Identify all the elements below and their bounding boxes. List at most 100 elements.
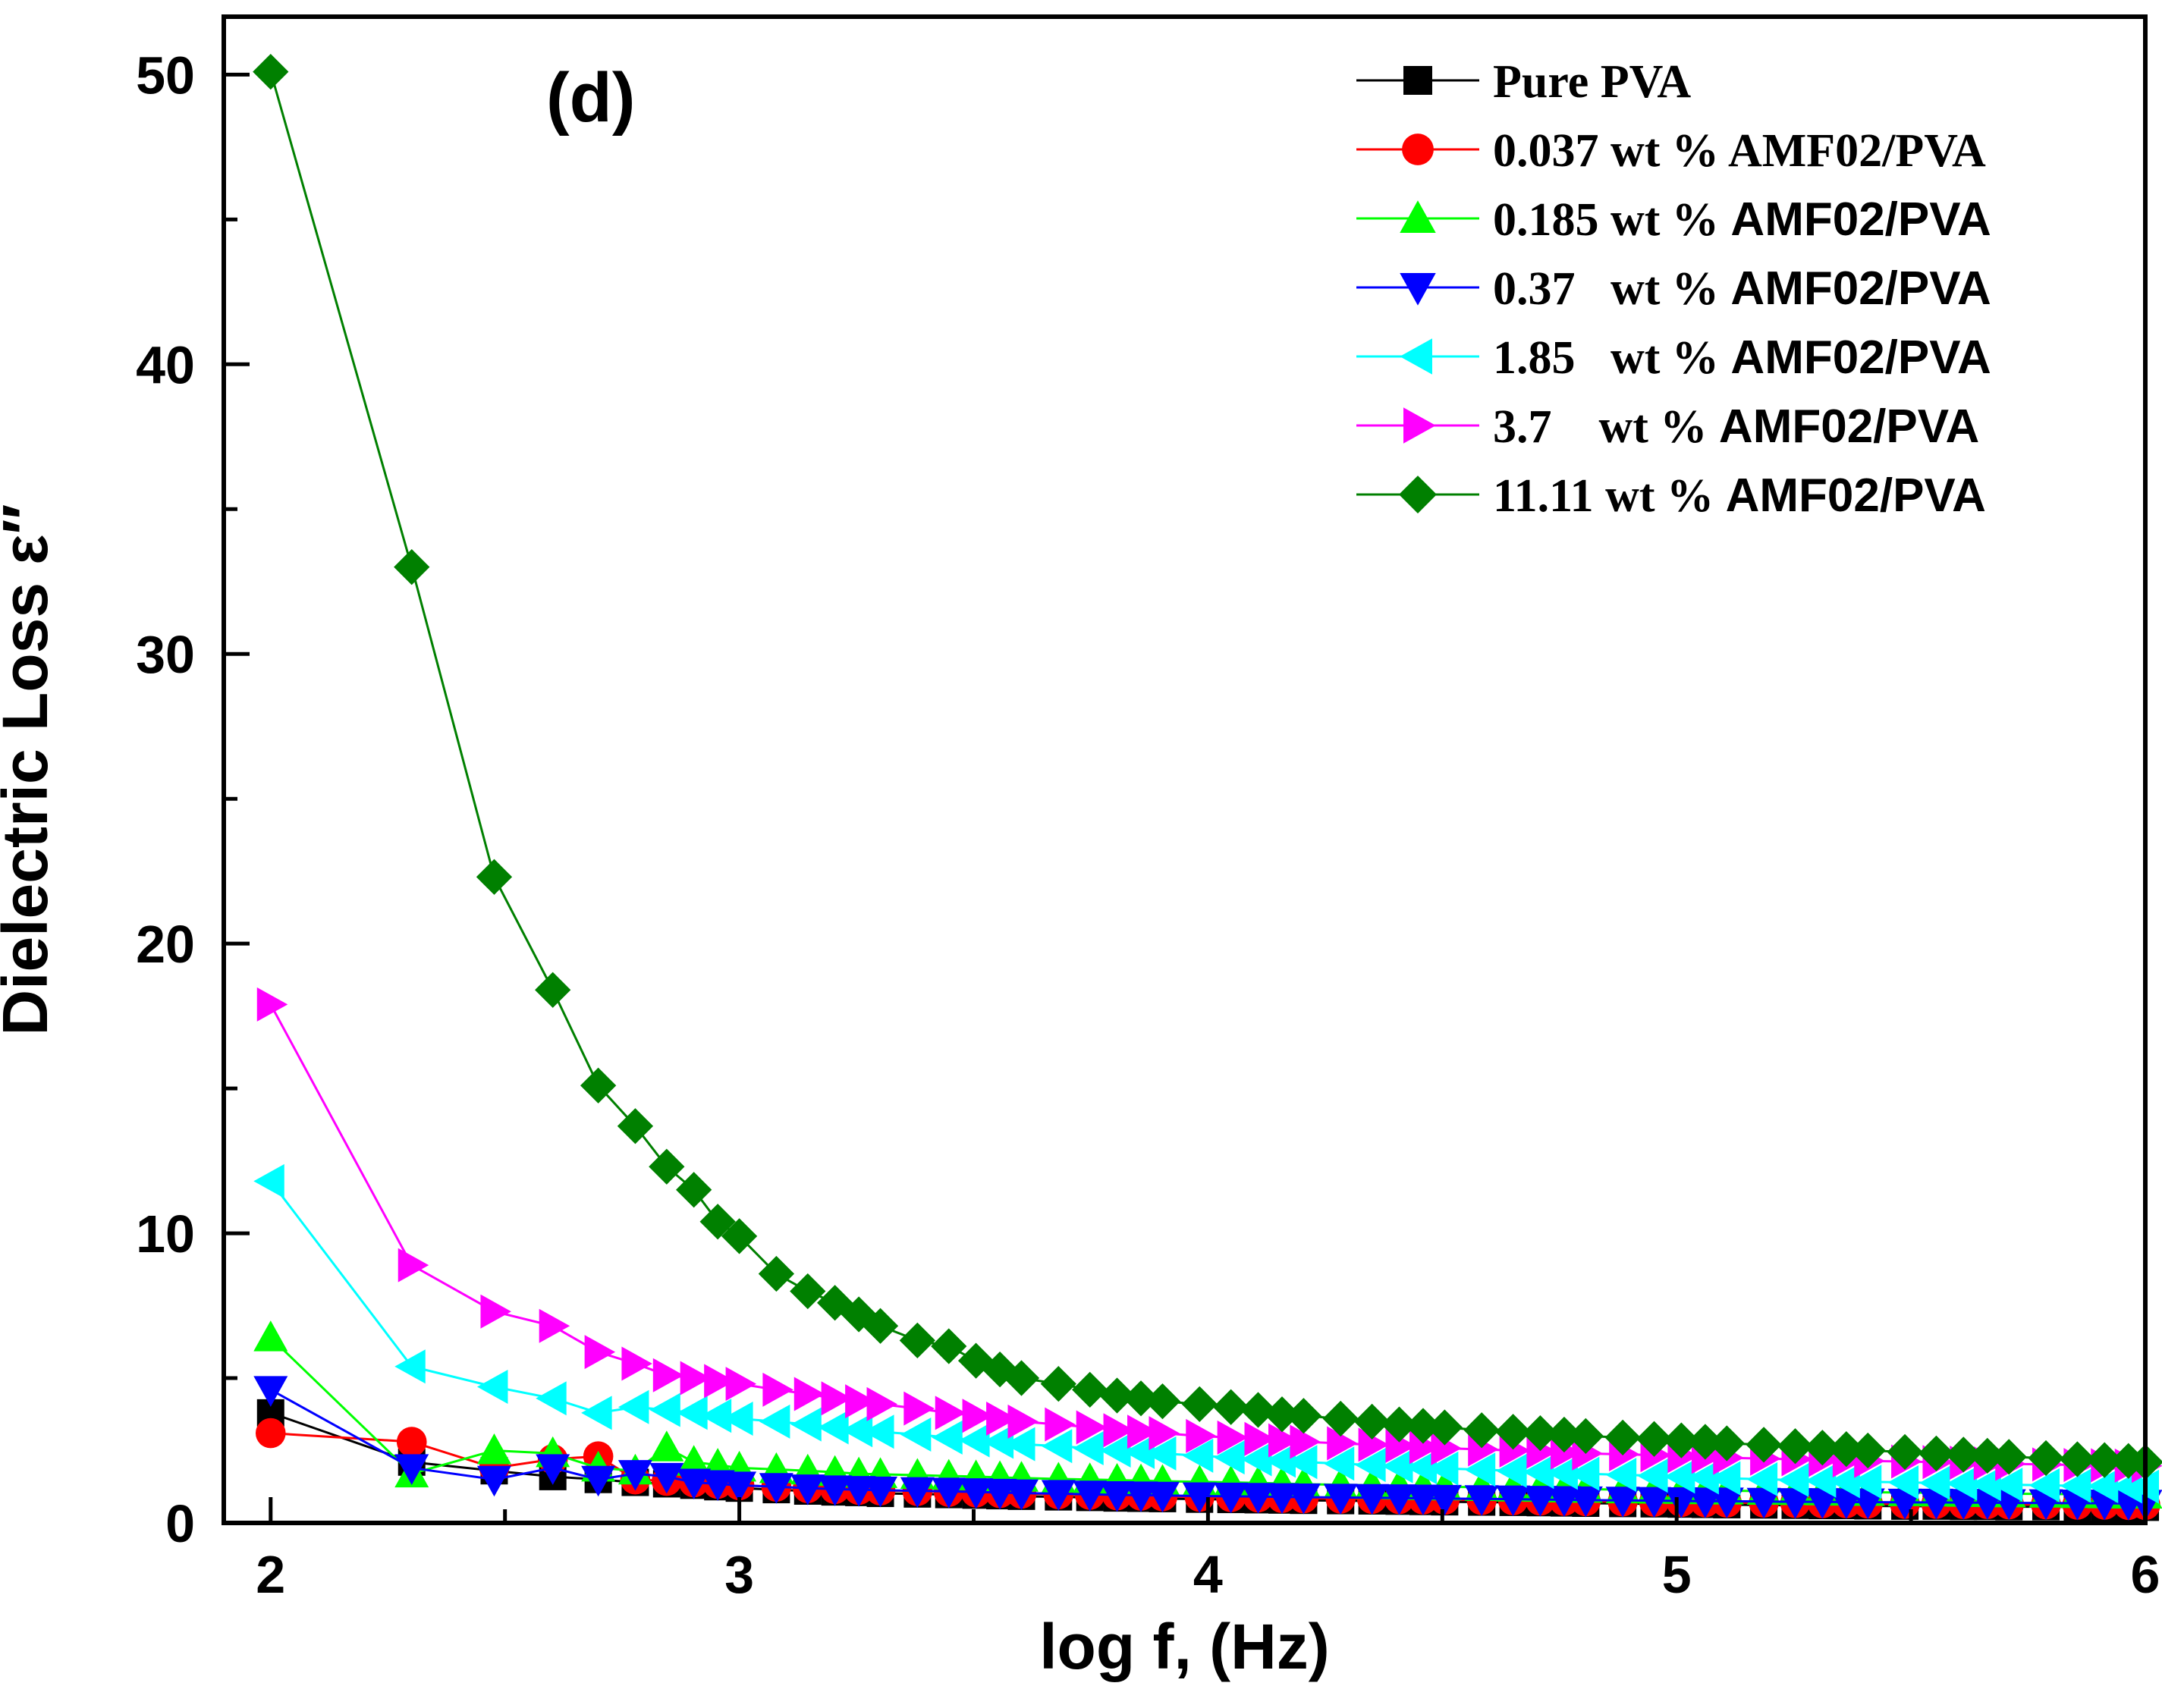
- data-point: [1149, 1416, 1180, 1451]
- data-point: [1381, 1406, 1418, 1443]
- data-point: [1777, 1428, 1814, 1465]
- data-point: [818, 1475, 853, 1506]
- data-point: [535, 972, 571, 1008]
- data-point: [2087, 1468, 2119, 1503]
- data-point: [762, 1372, 793, 1407]
- data-point: [845, 1384, 876, 1419]
- data-point: [1041, 1480, 1076, 1511]
- data-point: [721, 1218, 758, 1254]
- data-point: [1464, 1452, 1496, 1487]
- data-point: [1663, 1422, 1699, 1458]
- legend-item: 0.037 wt % AMF02/PVA: [1356, 125, 1986, 177]
- data-point: [617, 1108, 654, 1144]
- y-axis-title: Dielectric Loss ε″: [0, 504, 61, 1035]
- y-tick-label: 50: [136, 46, 195, 105]
- data-point: [1268, 1423, 1299, 1458]
- data-point: [1240, 1483, 1275, 1514]
- data-point: [1100, 1433, 1131, 1468]
- data-point: [1970, 1467, 2001, 1502]
- legend-label-suffix: AMF02/PVA: [1730, 331, 1991, 384]
- plot-frame: [222, 14, 2148, 1525]
- y-tick-label: 10: [136, 1204, 195, 1264]
- data-point: [1746, 1427, 1782, 1463]
- legend-label-prefix: 1.85 wt %: [1493, 332, 1730, 384]
- data-point: [677, 1396, 708, 1430]
- data-point: [1285, 1398, 1322, 1434]
- data-point: [1004, 1479, 1039, 1511]
- legend-marker: [1402, 133, 1434, 165]
- data-point: [1828, 1430, 1865, 1468]
- data-point: [903, 1391, 935, 1426]
- data-point: [2060, 1468, 2091, 1503]
- data-point: [1427, 1484, 1462, 1516]
- data-point: [1385, 1428, 1416, 1463]
- data-point: [1494, 1414, 1532, 1450]
- data-point: [539, 1308, 570, 1343]
- data-point: [1777, 1462, 1809, 1497]
- data-point: [899, 1322, 935, 1359]
- data-point: [704, 1364, 735, 1399]
- data-point: [1829, 1488, 1864, 1520]
- data-point: [1355, 1448, 1386, 1483]
- data-point: [1969, 1437, 2006, 1474]
- data-point: [2028, 1440, 2064, 1477]
- data-point: [1214, 1482, 1249, 1514]
- data-point: [1946, 1466, 1978, 1501]
- data-point: [1887, 1433, 1923, 1471]
- data-point: [935, 1396, 966, 1430]
- data-point: [758, 1255, 795, 1292]
- legend-item: 11.11 wt % AMF02/PVA: [1356, 469, 1986, 522]
- data-point: [1746, 1487, 1781, 1519]
- data-point: [2059, 1441, 2096, 1477]
- data-point: [1145, 1481, 1180, 1513]
- legend-label: 0.185 wt % AMF02/PVA: [1493, 193, 1991, 246]
- legend-label-suffix: AMF02/PVA: [1730, 262, 1991, 315]
- data-point: [1664, 1459, 1695, 1494]
- legend-label: 1.85 wt % AMF02/PVA: [1493, 331, 1991, 384]
- data-point: [866, 1386, 898, 1421]
- data-point: [1041, 1429, 1073, 1464]
- data-point: [536, 1381, 567, 1416]
- data-point: [1214, 1440, 1245, 1475]
- data-point: [1265, 1483, 1299, 1515]
- data-point: [1850, 1465, 1882, 1499]
- data-point: [394, 549, 430, 586]
- data-point: [725, 1367, 757, 1402]
- legend-marker: [1400, 200, 1436, 233]
- data-point: [863, 1476, 898, 1508]
- legend-label: 3.7 wt % AMF02/PVA: [1493, 400, 1979, 453]
- data-point: [1323, 1446, 1355, 1481]
- data-point: [1431, 1430, 1462, 1465]
- data-point: [476, 1465, 511, 1497]
- data-point: [900, 1418, 932, 1452]
- data-point: [1991, 1439, 2027, 1475]
- data-point: [1355, 1484, 1390, 1515]
- data-point: [1523, 1486, 1557, 1517]
- data-point: [1991, 1468, 2023, 1502]
- data-point: [1918, 1435, 1955, 1471]
- data-point: [1003, 1360, 1040, 1396]
- y-tick-label: 30: [136, 625, 195, 684]
- data-point: [722, 1402, 753, 1436]
- y-tick-label: 40: [136, 335, 195, 394]
- data-point: [790, 1474, 825, 1505]
- data-point: [617, 1389, 649, 1424]
- data-point: [476, 1433, 511, 1465]
- data-point: [580, 1067, 617, 1104]
- data-point: [476, 1369, 508, 1404]
- panel-label: (d): [546, 59, 635, 137]
- legend-label-prefix: 11.11 wt %: [1493, 470, 1726, 522]
- data-point: [1709, 1461, 1741, 1496]
- data-point: [1240, 1392, 1277, 1428]
- data-point: [1688, 1460, 1719, 1495]
- data-point: [1076, 1410, 1108, 1445]
- data-point: [1405, 1408, 1441, 1444]
- data-point: [932, 1420, 963, 1455]
- legend-label-text: Pure PVA: [1493, 56, 1691, 108]
- data-point: [1072, 1371, 1108, 1408]
- legend-label-prefix: 0.37 wt %: [1493, 263, 1730, 315]
- data-point: [982, 1424, 1014, 1459]
- legend-label: 0.37 wt % AMF02/PVA: [1493, 262, 1991, 315]
- data-point: [793, 1377, 825, 1411]
- data-point: [1409, 1430, 1441, 1465]
